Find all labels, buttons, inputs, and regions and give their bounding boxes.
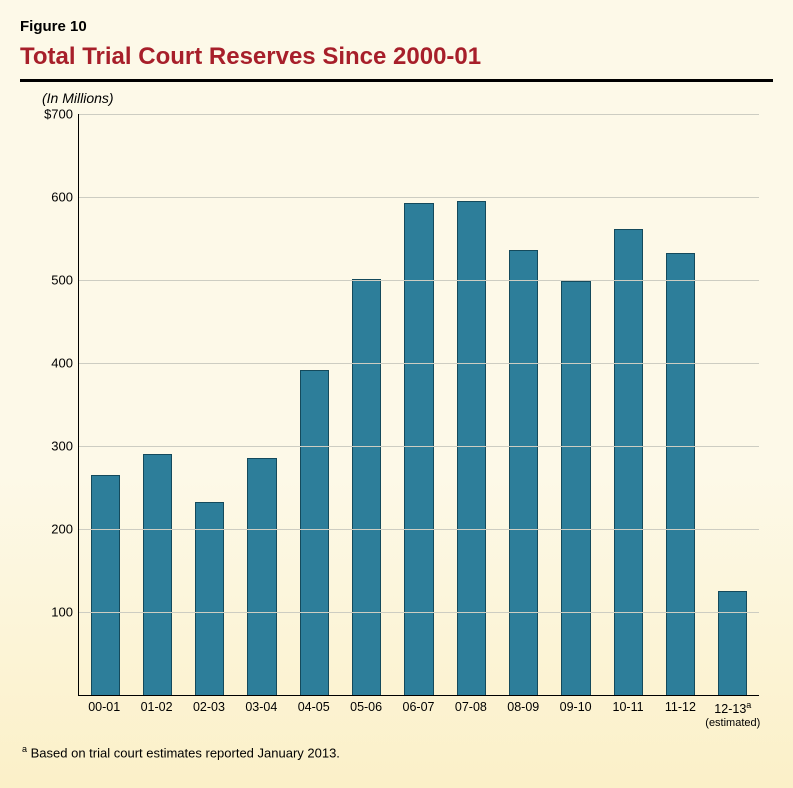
y-tick-label: 100	[51, 605, 73, 620]
bar	[91, 475, 120, 695]
x-tick-label: 04-05	[298, 700, 330, 714]
figure-label: Figure 10	[20, 18, 773, 35]
y-tick-label: $700	[44, 107, 73, 122]
chart-subtitle: (In Millions)	[42, 90, 773, 106]
plot-area: $700600500400300200100	[78, 114, 759, 696]
y-tick-label: 500	[51, 273, 73, 288]
y-tick-label: 300	[51, 439, 73, 454]
bar	[666, 253, 695, 695]
bar	[300, 370, 329, 695]
x-tick-label: 03-04	[245, 700, 277, 714]
bar	[247, 458, 276, 695]
gridline	[79, 114, 759, 115]
y-tick-label: 400	[51, 356, 73, 371]
x-tick-label: 12-13a(estimated)	[705, 700, 760, 729]
x-tick-label: 00-01	[88, 700, 120, 714]
y-tick-label: 600	[51, 190, 73, 205]
footnote: a Based on trial court estimates reporte…	[22, 744, 773, 760]
bar	[509, 250, 538, 695]
title-rule	[20, 79, 773, 82]
bar	[718, 591, 747, 695]
x-tick-label: 09-10	[560, 700, 592, 714]
bars-layer	[79, 114, 759, 695]
chart-title: Total Trial Court Reserves Since 2000-01	[20, 43, 773, 71]
gridline	[79, 612, 759, 613]
gridline	[79, 197, 759, 198]
x-tick-label: 11-12	[665, 700, 696, 714]
bar	[614, 229, 643, 695]
footnote-text: Based on trial court estimates reported …	[27, 745, 340, 760]
figure-container: Figure 10 Total Trial Court Reserves Sin…	[0, 0, 793, 788]
bar	[561, 281, 590, 695]
x-tick-label: 02-03	[193, 700, 225, 714]
bar	[352, 279, 381, 695]
y-tick-label: 200	[51, 522, 73, 537]
chart-area: $700600500400300200100	[30, 114, 771, 696]
bar	[404, 203, 433, 695]
bar	[143, 454, 172, 695]
gridline	[79, 446, 759, 447]
bar	[195, 502, 224, 695]
x-tick-label: 05-06	[350, 700, 382, 714]
gridline	[79, 529, 759, 530]
bar	[457, 201, 486, 695]
x-tick-label: 08-09	[507, 700, 539, 714]
x-axis-labels: 00-01 01-02 02-03 03-04 04-05 05-06 06-07 07-08…	[78, 696, 759, 742]
gridline	[79, 280, 759, 281]
x-tick-label: 07-08	[455, 700, 487, 714]
gridline	[79, 363, 759, 364]
x-tick-label: 06-07	[403, 700, 435, 714]
x-tick-label: 01-02	[141, 700, 173, 714]
x-tick-label: 10-11	[613, 700, 644, 714]
